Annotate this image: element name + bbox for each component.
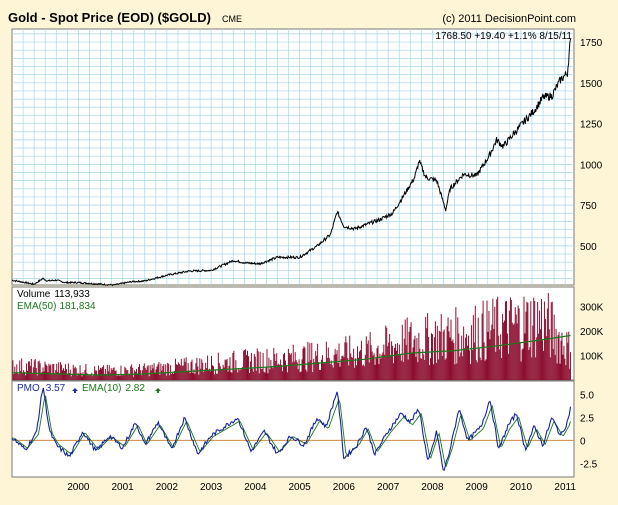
price-y-tick-label: 1250 (580, 120, 603, 131)
price-y-tick-label: 500 (580, 242, 597, 253)
pmo-ema-line (12, 395, 571, 468)
pmo-y-tick-label: 5.0 (580, 391, 594, 402)
volume-y-tick-label: 200K (580, 327, 604, 338)
pmo-panel (11, 380, 575, 478)
volume-ema-label: EMA(50) (17, 301, 56, 312)
pmo-legend: PMO 3.57 EMA(10) 2.82 (17, 383, 161, 394)
x-tick-label: 2002 (156, 482, 179, 493)
pmo-label: PMO (17, 383, 40, 394)
price-quote: 1768.50 +19.40 +1.1% 8/15/11 (435, 31, 572, 42)
chart-marks: 500 750 1000 1250 1500 1750 100K 200K 300K -2.5 0 2… (11, 38, 604, 493)
x-tick-label: 2009 (466, 482, 489, 493)
x-tick-label: 2010 (510, 482, 533, 493)
price-series-line (12, 38, 571, 287)
pmo-y-tick-label: -2.5 (580, 459, 598, 470)
x-tick-label: 2011 (554, 482, 576, 493)
volume-y-tick-label: 100K (580, 352, 604, 363)
price-y-tick-label: 1500 (580, 79, 603, 90)
x-tick-label: 2003 (200, 482, 223, 493)
x-tick-label: 2004 (244, 482, 267, 493)
pmo-ema-label: EMA(10) (82, 383, 121, 394)
price-y-tick-label: 1000 (580, 160, 603, 171)
volume-legend: Volume 113,933 EMA(50) 181,834 (17, 289, 96, 312)
x-tick-label: 2001 (112, 482, 135, 493)
x-tick-label: 2005 (289, 482, 312, 493)
pmo-ema-value: 2.82 (125, 383, 145, 394)
svg-text:EMA(10)2.82: EMA(10) 2.82 (82, 383, 145, 394)
volume-ema-line (11, 334, 571, 376)
svg-text:EMA(50)181,834: EMA(50) 181,834 (17, 301, 96, 312)
volume-ema-value: 181,834 (59, 301, 96, 312)
pmo-value: 3.57 (46, 383, 66, 394)
x-tick-label: 2000 (67, 482, 90, 493)
x-tick-label: 2008 (421, 482, 444, 493)
volume-label: Volume (17, 289, 51, 300)
copyright-text: (c) 2011 DecisionPoint.com (442, 13, 576, 25)
pmo-series-line (11, 387, 572, 472)
pmo-y-tick-label: 0 (580, 436, 586, 447)
volume-y-tick-label: 300K (580, 303, 604, 314)
volume-value: 113,933 (54, 289, 90, 300)
x-tick-label: 2007 (377, 482, 400, 493)
x-tick-label: 2006 (333, 482, 356, 493)
pmo-ema-up-arrow-icon (155, 388, 161, 393)
price-y-tick-label: 1750 (580, 38, 603, 49)
exchange-label: CME (222, 14, 242, 24)
pmo-y-tick-label: 2.5 (580, 414, 594, 425)
price-panel (11, 28, 575, 286)
chart-title: Gold - Spot Price (EOD) ($GOLD) (8, 10, 211, 25)
price-y-tick-label: 750 (580, 201, 597, 212)
pmo-up-arrow-icon (72, 388, 78, 393)
